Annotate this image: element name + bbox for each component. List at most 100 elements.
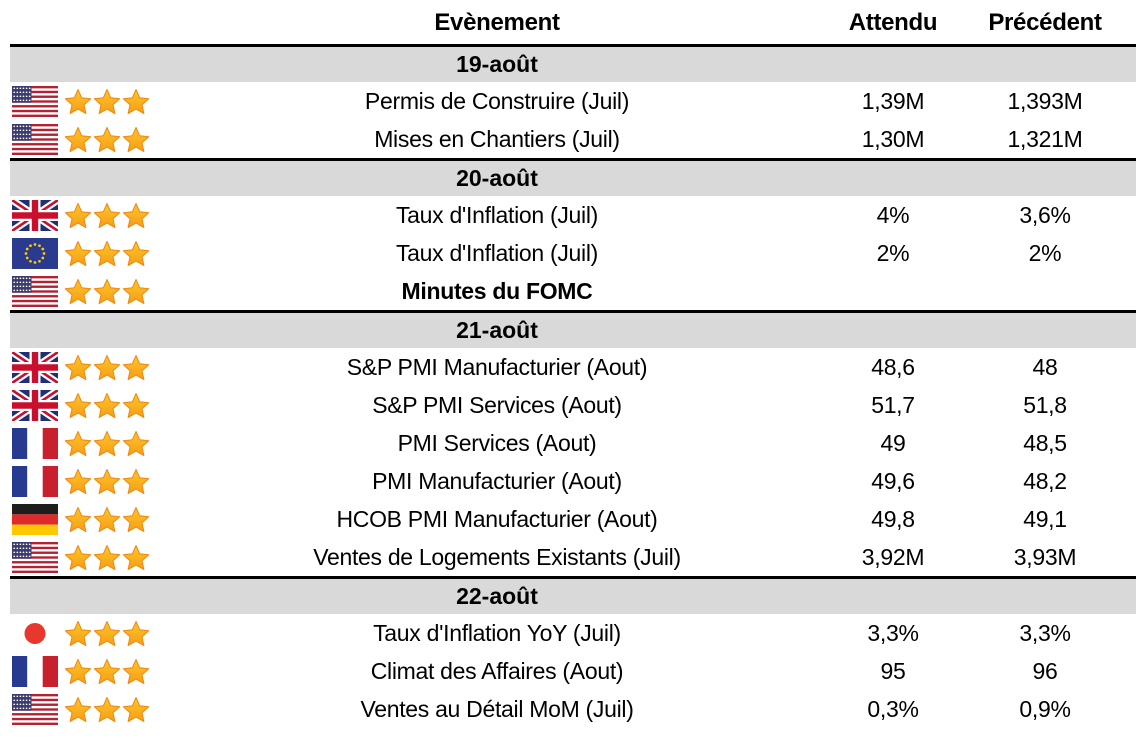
previous-value: 1,321M — [1007, 125, 1083, 152]
star-icon — [93, 544, 121, 571]
previous-value: 3,3% — [1019, 619, 1071, 646]
star-icon — [122, 88, 150, 115]
table-body: 19-août Permis de Construire (Juil) 1,39M 1… — [10, 44, 1136, 728]
event-row: HCOB PMI Manufacturier (Aout) 49,8 49,1 — [10, 500, 1136, 538]
star-icon — [93, 354, 121, 381]
importance-stars — [62, 696, 162, 723]
column-header-expected: Attendu — [848, 9, 938, 36]
star-icon — [64, 658, 92, 685]
event-label: Climat des Affaires (Aout) — [370, 657, 624, 684]
star-icon — [122, 544, 150, 571]
flag-united-states-icon — [12, 541, 58, 573]
star-icon — [64, 696, 92, 723]
flag-united-states-icon — [12, 693, 58, 725]
flag-united-kingdom-icon — [12, 389, 58, 421]
previous-value: 48,5 — [1023, 429, 1067, 456]
flag-cell — [10, 389, 62, 421]
date-band: 19-août — [10, 44, 1136, 82]
importance-stars — [62, 202, 162, 229]
flag-cell — [10, 693, 62, 725]
event-label: PMI Services (Aout) — [397, 429, 597, 456]
event-row: Ventes de Logements Existants (Juil) 3,92… — [10, 538, 1136, 576]
event-label: Taux d'Inflation YoY (Juil) — [373, 619, 621, 646]
flag-european-union-icon — [12, 237, 58, 269]
star-icon — [122, 126, 150, 153]
flag-cell — [10, 123, 62, 155]
event-row: Taux d'Inflation (Juil) 4% 3,6% — [10, 196, 1136, 234]
star-icon — [64, 278, 92, 305]
importance-stars — [62, 278, 162, 305]
flag-france-icon — [12, 465, 58, 497]
star-icon — [122, 430, 150, 457]
event-label: Ventes au Détail MoM (Juil) — [360, 695, 634, 722]
flag-cell — [10, 503, 62, 535]
previous-value: 51,8 — [1023, 391, 1067, 418]
star-icon — [64, 202, 92, 229]
star-icon — [93, 430, 121, 457]
previous-value: 96 — [1032, 657, 1058, 684]
expected-value: 49,6 — [871, 467, 915, 494]
star-icon — [122, 696, 150, 723]
flag-cell — [10, 465, 62, 497]
event-label: Permis de Construire (Juil) — [364, 87, 630, 114]
date-label: 21-août — [456, 317, 538, 343]
event-label: Ventes de Logements Existants (Juil) — [313, 543, 681, 570]
importance-stars — [62, 88, 162, 115]
event-row: PMI Manufacturier (Aout) 49,6 48,2 — [10, 462, 1136, 500]
star-icon — [93, 658, 121, 685]
star-icon — [93, 202, 121, 229]
importance-stars — [62, 658, 162, 685]
event-row: Mises en Chantiers (Juil) 1,30M 1,321M — [10, 120, 1136, 158]
star-icon — [122, 240, 150, 267]
event-label: S&P PMI Services (Aout) — [372, 391, 622, 418]
event-row: Taux d'Inflation (Juil) 2% 2% — [10, 234, 1136, 272]
previous-value: 1,393M — [1007, 87, 1083, 114]
event-label: S&P PMI Manufacturier (Aout) — [346, 353, 648, 380]
importance-stars — [62, 126, 162, 153]
importance-stars — [62, 620, 162, 647]
expected-value: 1,39M — [861, 87, 925, 114]
importance-stars — [62, 468, 162, 495]
importance-stars — [62, 240, 162, 267]
previous-value: 2% — [1028, 239, 1062, 266]
star-icon — [64, 354, 92, 381]
flag-cell — [10, 275, 62, 307]
event-row: PMI Services (Aout) 49 48,5 — [10, 424, 1136, 462]
flag-japan-icon — [12, 617, 58, 649]
flag-cell — [10, 427, 62, 459]
previous-value: 48 — [1032, 353, 1058, 380]
flag-united-states-icon — [12, 275, 58, 307]
star-icon — [122, 278, 150, 305]
date-band: 22-août — [10, 576, 1136, 614]
star-icon — [93, 620, 121, 647]
event-label: Minutes du FOMC — [401, 277, 593, 304]
flag-cell — [10, 655, 62, 687]
star-icon — [93, 278, 121, 305]
star-icon — [93, 468, 121, 495]
star-icon — [64, 392, 92, 419]
event-row: S&P PMI Services (Aout) 51,7 51,8 — [10, 386, 1136, 424]
expected-value: 49 — [880, 429, 906, 456]
economic-calendar-table: Evènement Attendu Précédent 19-août Permi… — [10, 2, 1136, 728]
flag-cell — [10, 351, 62, 383]
star-icon — [122, 468, 150, 495]
star-icon — [93, 506, 121, 533]
star-icon — [93, 126, 121, 153]
flag-cell — [10, 85, 62, 117]
importance-stars — [62, 544, 162, 571]
expected-value: 48,6 — [871, 353, 915, 380]
flag-united-states-icon — [12, 123, 58, 155]
date-label: 20-août — [456, 165, 538, 191]
event-row: Permis de Construire (Juil) 1,39M 1,393M — [10, 82, 1136, 120]
column-header-event: Evènement — [434, 9, 560, 36]
event-row: S&P PMI Manufacturier (Aout) 48,6 48 — [10, 348, 1136, 386]
date-band: 21-août — [10, 310, 1136, 348]
star-icon — [93, 88, 121, 115]
date-band: 20-août — [10, 158, 1136, 196]
expected-value: 3,3% — [867, 619, 919, 646]
star-icon — [64, 544, 92, 571]
flag-germany-icon — [12, 503, 58, 535]
star-icon — [122, 392, 150, 419]
importance-stars — [62, 430, 162, 457]
star-icon — [64, 126, 92, 153]
